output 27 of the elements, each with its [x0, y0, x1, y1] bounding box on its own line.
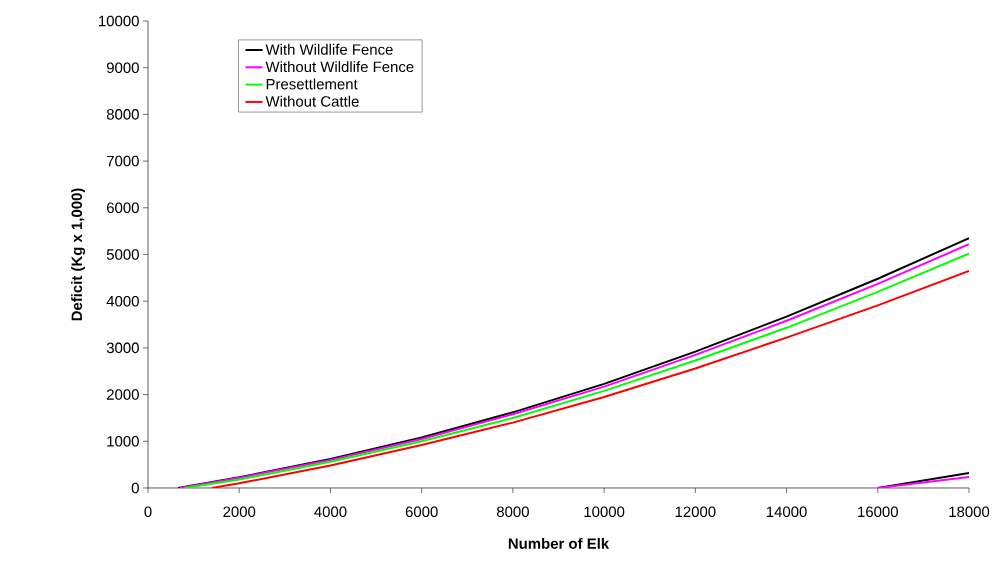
y-tick-label: 4000 [106, 295, 139, 307]
x-tick-label: 0 [144, 506, 152, 518]
x-tick-label: 10000 [584, 506, 625, 518]
legend-label: Without Cattle [265, 95, 359, 107]
x-axis-title: Number of Elk [508, 537, 610, 549]
y-tick-label: 5000 [106, 249, 139, 260]
x-tick-label: 12000 [675, 506, 716, 518]
y-tick-label: 6000 [107, 202, 139, 214]
y-tick-label: 7000 [107, 155, 139, 167]
y-tick-label: 10000 [99, 15, 139, 27]
legend-label: Without Wildlife Fence [265, 61, 414, 73]
y-tick-label: 1000 [107, 435, 139, 447]
x-tick-label: 14000 [766, 506, 807, 518]
legend-label: With Wildlife Fence [265, 43, 393, 55]
y-tick-label: 9000 [106, 62, 139, 73]
x-tick-label: 2000 [223, 506, 256, 518]
legend-label: Presettlement [266, 78, 358, 90]
y-tick-label: 3000 [106, 342, 139, 354]
y-axis-title: Deficit (Kg x 1,000) [71, 188, 86, 321]
y-tick-label: 0 [131, 482, 139, 494]
x-tick-label: 18000 [949, 506, 990, 518]
x-tick-label: 4000 [314, 506, 347, 518]
x-tick-label: 6000 [405, 506, 438, 518]
x-tick-label: 8000 [496, 506, 529, 518]
y-tick-label: 8000 [106, 109, 139, 120]
x-tick-label: 16000 [858, 506, 898, 518]
y-tick-label: 2000 [106, 389, 139, 400]
